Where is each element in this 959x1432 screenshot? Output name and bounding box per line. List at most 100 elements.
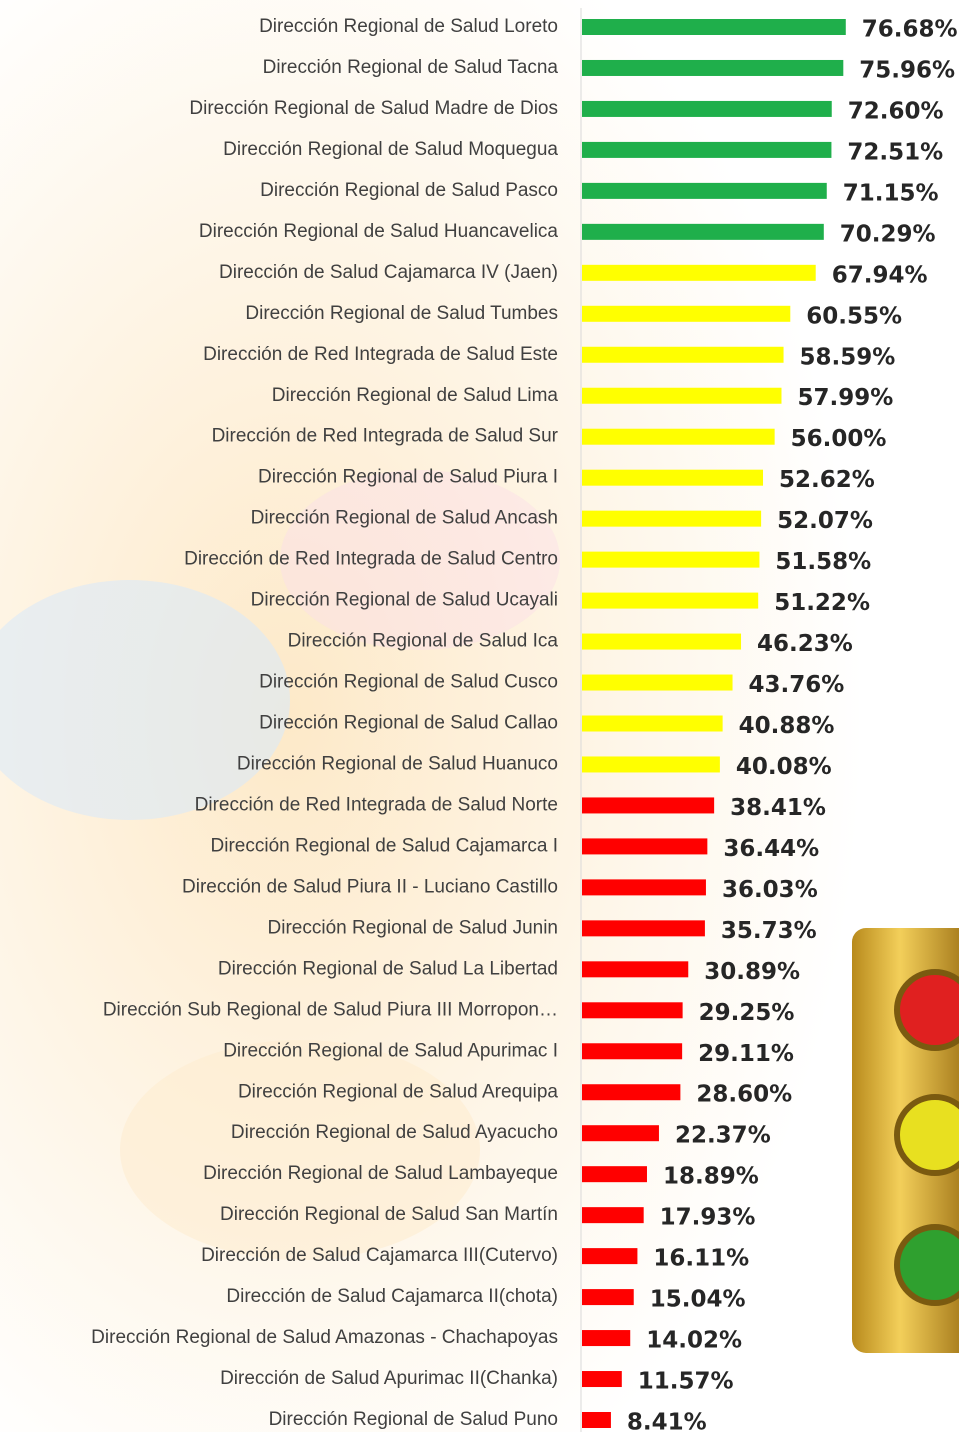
category-label: Dirección Regional de Salud Tumbes [245,303,558,324]
value-label: 28.60% [696,1082,792,1108]
value-label: 71.15% [843,180,939,206]
category-label: Dirección de Salud Cajamarca II(chota) [226,1286,558,1307]
value-label: 52.62% [779,467,875,493]
category-label: Dirección de Red Integrada de Salud Nort… [195,794,558,815]
value-label: 60.55% [806,303,902,329]
bar [582,265,816,281]
value-label: 14.02% [646,1328,742,1354]
value-label: 70.29% [840,221,936,247]
value-label: 29.25% [699,1000,795,1026]
value-label: 43.76% [749,672,845,698]
bar [582,756,720,772]
category-label: Dirección Regional de Salud Lima [272,385,559,406]
bar [582,1248,637,1264]
bar [582,593,758,609]
value-label: 56.00% [791,426,887,452]
bar [582,675,733,691]
value-label: 30.89% [704,959,800,985]
category-label: Dirección Sub Regional de Salud Piura II… [103,999,558,1020]
bar [582,1043,682,1059]
bar [582,961,688,977]
bar [582,552,759,568]
category-label: Dirección Regional de Salud Arequipa [238,1081,558,1102]
category-label: Dirección de Red Integrada de Salud Este [203,344,558,365]
value-label: 36.44% [723,836,819,862]
bar [582,19,846,35]
category-label: Dirección Regional de Salud Ucayali [251,590,558,611]
category-label: Dirección Regional de Salud Amazonas - C… [91,1327,558,1348]
category-label: Dirección de Red Integrada de Salud Cent… [184,549,558,570]
bar [582,306,790,322]
category-label: Dirección Regional de Salud Piura I [258,467,558,488]
bar [582,1166,647,1182]
bar [582,101,832,117]
value-label: 72.51% [847,139,943,165]
bar [582,879,706,895]
value-label: 8.41% [627,1410,707,1432]
value-label: 58.59% [800,344,896,370]
value-label: 17.93% [660,1205,756,1231]
value-label: 76.68% [862,17,958,43]
bar [582,511,761,527]
traffic-light [852,928,959,1353]
bar [582,429,775,445]
value-label: 46.23% [757,631,853,657]
value-label: 75.96% [859,57,955,83]
category-label: Dirección Regional de Salud Callao [259,713,558,734]
category-label: Dirección Regional de Salud Tacna [263,57,559,78]
category-label: Dirección Regional de Salud Cusco [259,672,558,693]
category-label: Dirección Regional de Salud Huancavelica [199,221,559,242]
bar [582,797,714,813]
bar [582,920,705,936]
category-label: Dirección de Red Integrada de Salud Sur [212,426,559,447]
category-label: Dirección Regional de Salud Lambayeque [203,1163,558,1184]
bar [582,1084,680,1100]
value-label: 35.73% [721,918,817,944]
value-label: 18.89% [663,1164,759,1190]
category-label: Dirección Regional de Salud Cajamarca I [211,835,558,856]
bar [582,60,843,76]
bar [582,1412,611,1428]
value-label: 22.37% [675,1123,771,1149]
bar [582,1207,644,1223]
category-label: Dirección de Salud Cajamarca IV (Jaen) [219,262,558,283]
value-label: 51.22% [774,590,870,616]
category-label: Dirección Regional de Salud Puno [269,1409,558,1430]
value-label: 67.94% [832,262,928,288]
category-label: Dirección Regional de Salud Huanuco [237,753,558,774]
bar [582,1002,683,1018]
category-label: Dirección de Salud Apurimac II(Chanka) [220,1368,558,1389]
category-label: Dirección Regional de Salud Ancash [251,508,558,529]
category-label: Dirección Regional de Salud Madre de Dio… [189,98,558,119]
bar [582,838,707,854]
category-label: Dirección Regional de Salud Ayacucho [231,1122,558,1143]
bar [582,183,827,199]
value-label: 15.04% [650,1287,746,1313]
value-label: 38.41% [730,795,826,821]
value-label: 11.57% [638,1369,734,1395]
category-label: Dirección Regional de Salud Junin [268,917,558,938]
value-label: 40.88% [739,713,835,739]
category-label: Dirección Regional de Salud Pasco [260,180,558,201]
bar [582,142,831,158]
value-label: 72.60% [848,98,944,124]
category-label: Dirección Regional de Salud Loreto [259,16,558,37]
value-label: 36.03% [722,877,818,903]
bar [582,1330,630,1346]
category-label: Dirección Regional de Salud Apurimac I [223,1040,558,1061]
category-label: Dirección de Salud Piura II - Luciano Ca… [182,876,558,897]
value-label: 29.11% [698,1041,794,1067]
category-label: Dirección Regional de Salud Ica [288,631,559,652]
value-label: 16.11% [653,1246,749,1272]
category-label: Dirección Regional de Salud Moquegua [223,139,558,160]
bar [582,1289,634,1305]
category-label: Dirección de Salud Cajamarca III(Cutervo… [201,1245,558,1266]
category-label: Dirección Regional de Salud San Martín [220,1204,558,1225]
bar [582,716,723,732]
bar [582,224,824,240]
bar [582,347,784,363]
category-label: Dirección Regional de Salud La Libertad [218,958,558,979]
value-label: 40.08% [736,754,832,780]
bar [582,470,763,486]
bar [582,1125,659,1141]
